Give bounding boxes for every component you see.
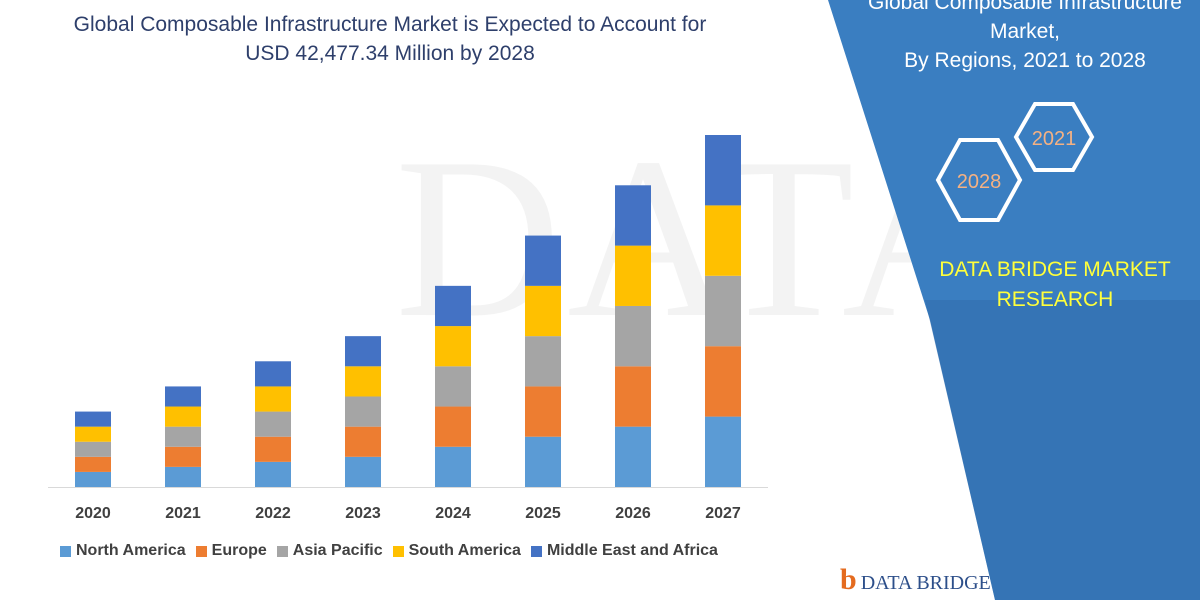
bar-segment-2026-middle-east-and-africa — [615, 185, 651, 246]
bar-segment-2026-north-america — [615, 426, 651, 487]
chart-title-line-1: Global Composable Infrastructure Market … — [73, 13, 707, 36]
year-badges: 2021 2028 — [935, 102, 1095, 222]
bar-segment-2023-asia-pacific — [345, 396, 381, 427]
bar-segment-2022-europe — [255, 436, 291, 462]
bar-segment-2021-asia-pacific — [165, 426, 201, 447]
legend-item: Asia Pacific — [276, 542, 383, 560]
badge-2028-label: 2028 — [957, 171, 1002, 193]
legend-label: North America — [76, 542, 186, 559]
legend-item: Middle East and Africa — [530, 542, 718, 560]
bar-segment-2020-north-america — [75, 471, 111, 487]
bar-segment-2020-south-america — [75, 426, 111, 442]
bar-segment-2022-asia-pacific — [255, 411, 291, 437]
stacked-bar-chart: 2020 2021 2022 2023 2024 2025 2026 2027 — [48, 135, 768, 522]
x-tick-label: 2025 — [525, 505, 561, 522]
bar-segment-2024-north-america — [435, 446, 471, 487]
x-tick-label: 2024 — [435, 505, 471, 522]
bar-segment-2025-europe — [525, 386, 561, 437]
brand-name-line-1: DATA BRIDGE MARKET — [939, 258, 1171, 281]
bar-segment-2027-europe — [705, 346, 741, 417]
legend-label: Asia Pacific — [292, 542, 383, 559]
bar-segment-2022-south-america — [255, 386, 291, 412]
logo-b-icon: b — [840, 563, 857, 596]
bar-segment-2025-asia-pacific — [525, 336, 561, 387]
legend-swatch — [195, 545, 207, 557]
bar-segment-2024-europe — [435, 406, 471, 447]
legend-swatch — [392, 545, 404, 557]
right-title-line-2: Market, — [989, 20, 1060, 43]
bar-segment-2023-south-america — [345, 366, 381, 397]
brand-name: DATA BRIDGE MARKET RESEARCH — [935, 255, 1175, 315]
bar-segment-2027-south-america — [705, 205, 741, 276]
brand-name-line-2: RESEARCH — [996, 288, 1114, 311]
right-title-line-3: By Regions, 2021 to 2028 — [904, 49, 1146, 72]
bar-segment-2024-asia-pacific — [435, 366, 471, 407]
bar-segment-2021-middle-east-and-africa — [165, 386, 201, 407]
bar-segment-2021-north-america — [165, 466, 201, 487]
legend-item: North America — [60, 542, 186, 560]
bar-segment-2021-europe — [165, 446, 201, 467]
right-panel-title: Global Composable Infrastructure Market,… — [850, 0, 1200, 75]
footer-logo-text: DATA BRIDGE — [860, 572, 991, 594]
x-tick-label: 2027 — [705, 505, 741, 522]
bar-segment-2021-south-america — [165, 406, 201, 427]
bar-segment-2020-middle-east-and-africa — [75, 411, 111, 427]
x-tick-label: 2022 — [255, 505, 291, 522]
right-title-line-1: Global Composable Infrastructure — [868, 0, 1182, 14]
bar-segment-2020-europe — [75, 456, 111, 472]
legend-label: Europe — [211, 542, 267, 559]
bar-segment-2025-north-america — [525, 436, 561, 487]
bar-segment-2027-north-america — [705, 416, 741, 487]
x-tick-label: 2021 — [165, 505, 201, 522]
bar-segment-2023-middle-east-and-africa — [345, 336, 381, 367]
chart-title: Global Composable Infrastructure Market … — [20, 10, 760, 68]
badge-2021-hexagon — [1013, 102, 1095, 172]
bar-segment-2027-middle-east-and-africa — [705, 135, 741, 206]
chart-title-line-2: USD 42,477.34 Million by 2028 — [245, 42, 535, 65]
bar-segment-2026-south-america — [615, 245, 651, 306]
legend-item: Europe — [195, 542, 267, 560]
bar-segment-2026-asia-pacific — [615, 305, 651, 367]
badge-2028-hexagon — [935, 138, 1023, 222]
footer-logo: b DATA BRIDGE — [840, 563, 991, 597]
x-tick-label: 2020 — [75, 505, 111, 522]
legend-label: Middle East and Africa — [546, 542, 718, 559]
legend-item: South America — [392, 542, 521, 560]
legend-swatch — [60, 545, 71, 557]
bar-segment-2026-europe — [615, 366, 651, 427]
x-tick-label: 2023 — [345, 505, 381, 522]
bar-segment-2027-asia-pacific — [705, 275, 741, 347]
legend-swatch — [276, 545, 288, 557]
bar-segment-2020-asia-pacific — [75, 441, 111, 457]
bar-segment-2025-south-america — [525, 285, 561, 337]
bar-segment-2024-south-america — [435, 326, 471, 367]
legend-label: South America — [408, 542, 521, 559]
chart-legend: North America Europe Asia Pacific South Ame… — [60, 540, 718, 562]
bar-segment-2025-middle-east-and-africa — [525, 235, 561, 286]
x-tick-label: 2026 — [615, 505, 651, 522]
badge-2021-label: 2021 — [1032, 128, 1077, 150]
bar-segment-2022-north-america — [255, 461, 291, 487]
bar-segment-2023-europe — [345, 426, 381, 457]
legend-swatch — [530, 545, 542, 557]
bar-segment-2023-north-america — [345, 456, 381, 487]
bar-segment-2024-middle-east-and-africa — [435, 285, 471, 327]
bar-segment-2022-middle-east-and-africa — [255, 361, 291, 387]
